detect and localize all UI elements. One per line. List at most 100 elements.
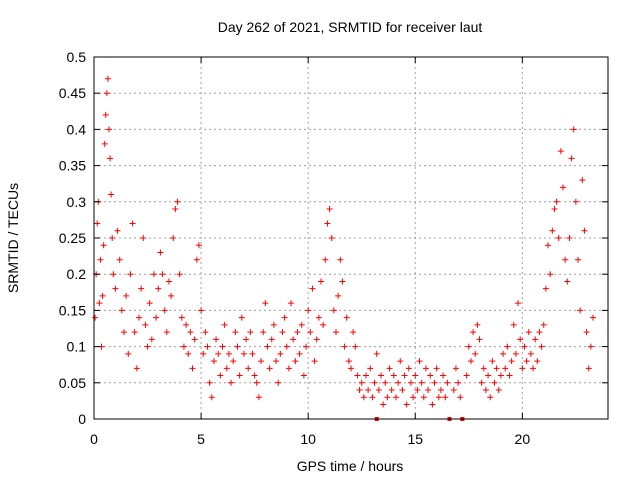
data-point (101, 140, 108, 147)
data-point (442, 394, 449, 401)
data-point (420, 394, 427, 401)
data-point (320, 321, 327, 328)
data-point (221, 321, 228, 328)
data-point (356, 387, 363, 394)
data-point (497, 372, 504, 379)
data-point (431, 379, 438, 386)
data-point (476, 336, 483, 343)
data-point (155, 285, 162, 292)
data-point (547, 271, 554, 278)
data-point (135, 314, 142, 321)
data-point (251, 372, 258, 379)
data-point (375, 387, 382, 394)
data-point (403, 401, 410, 408)
data-point (298, 321, 305, 328)
data-point (277, 350, 284, 357)
data-point (120, 329, 127, 336)
data-point (330, 307, 337, 314)
data-point (294, 329, 301, 336)
y-tick-label: 0 (78, 411, 86, 427)
data-point (590, 314, 597, 321)
data-point (493, 365, 500, 372)
data-point (348, 365, 354, 372)
data-point (369, 394, 376, 401)
data-point (97, 256, 104, 263)
data-point (502, 365, 509, 372)
data-point (354, 372, 361, 379)
data-point (521, 343, 528, 350)
data-point (112, 285, 119, 292)
data-point (555, 235, 562, 241)
data-point (266, 365, 273, 372)
data-point (335, 292, 342, 299)
data-point (322, 256, 329, 263)
data-point (568, 155, 575, 162)
data-point (328, 235, 335, 241)
data-point (228, 379, 235, 386)
data-point (512, 350, 519, 357)
data-point (538, 343, 545, 350)
data-point (125, 350, 132, 357)
data-point (260, 329, 267, 336)
data-point (249, 350, 256, 357)
data-point (339, 278, 346, 285)
data-point (397, 358, 404, 365)
data-point (104, 75, 111, 82)
y-tick-label: 0.45 (59, 85, 86, 101)
data-point (300, 372, 307, 379)
y-tick-label: 0.25 (59, 230, 86, 246)
data-point (193, 256, 200, 263)
x-tick-label: 0 (90, 431, 98, 447)
data-point (422, 365, 429, 372)
data-point (123, 292, 130, 299)
data-point (534, 358, 541, 365)
data-point (326, 206, 333, 213)
data-point (416, 358, 423, 365)
data-point (437, 387, 444, 394)
y-tick-label: 0.4 (67, 121, 87, 137)
data-point (545, 242, 552, 249)
x-tick-label: 15 (407, 431, 423, 447)
data-point (324, 220, 331, 227)
data-point (245, 365, 252, 372)
data-point (213, 336, 220, 343)
data-point (345, 358, 352, 365)
data-point (425, 387, 432, 394)
data-point (170, 235, 177, 241)
data-point (116, 256, 123, 263)
data-point (148, 336, 155, 343)
data-point (360, 394, 367, 401)
data-point (127, 271, 134, 278)
data-point (482, 387, 489, 394)
data-point (527, 350, 534, 357)
data-point (405, 365, 412, 372)
data-point (142, 321, 149, 328)
data-point (386, 365, 393, 372)
data-point (174, 198, 181, 205)
data-point (367, 365, 374, 372)
data-point (262, 300, 269, 307)
data-point (283, 343, 290, 350)
data-point (377, 372, 384, 379)
y-tick-label: 0.35 (59, 158, 86, 174)
data-point (273, 358, 280, 365)
data-point (247, 329, 254, 336)
data-point (185, 350, 192, 357)
data-point (315, 314, 322, 321)
x-tick-label: 10 (300, 431, 316, 447)
y-tick-label: 0.2 (67, 266, 87, 282)
data-point (412, 372, 419, 379)
data-point (275, 379, 282, 386)
data-point (399, 387, 406, 394)
y-tick-label: 0.1 (67, 339, 87, 355)
data-point (238, 314, 245, 321)
data-point (472, 350, 479, 357)
data-point (530, 365, 537, 372)
data-point (223, 365, 230, 372)
data-point (373, 350, 380, 357)
data-point (508, 358, 515, 365)
data-point (172, 206, 179, 213)
data-point (138, 285, 145, 292)
data-point (358, 379, 365, 386)
